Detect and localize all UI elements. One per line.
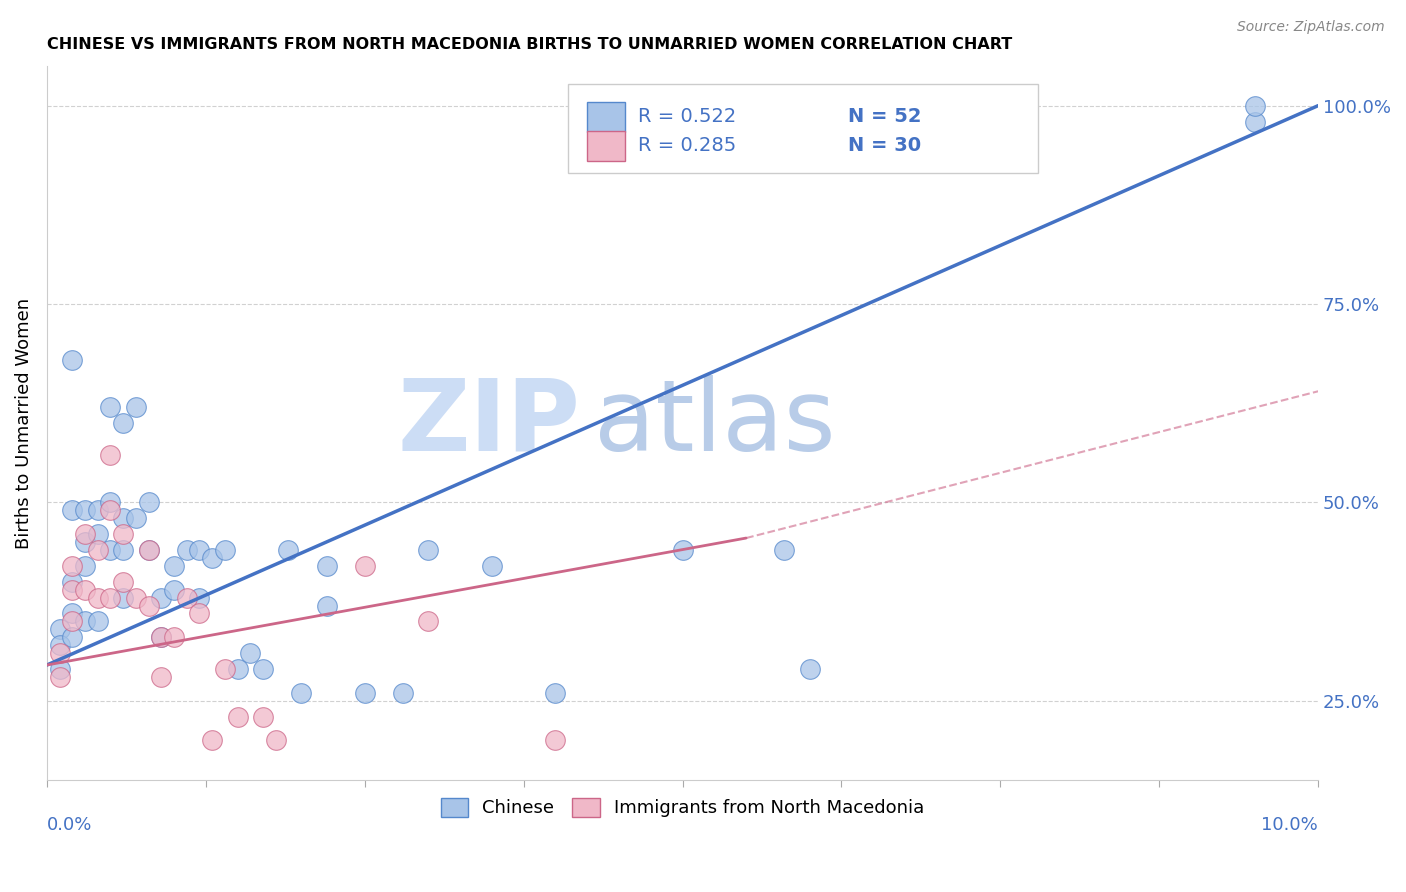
Point (201, 733, 224, 747)
Point (112, 543, 135, 558)
Point (112, 574, 135, 589)
Point (60, 558, 83, 573)
Point (48, 638, 70, 652)
Point (176, 543, 198, 558)
Point (1243, 98, 1265, 112)
Text: 10.0%: 10.0% (1261, 816, 1319, 834)
Point (773, 543, 796, 558)
Point (60, 615, 83, 629)
Text: ZIP: ZIP (398, 375, 581, 472)
Bar (588, 131, 626, 161)
Point (799, 662, 821, 676)
Point (138, 495, 160, 509)
Point (60, 574, 83, 589)
Point (138, 543, 160, 558)
Point (48, 646, 70, 660)
Point (290, 686, 312, 700)
Point (188, 607, 211, 621)
Point (87, 543, 110, 558)
Point (226, 709, 249, 723)
Point (112, 591, 135, 605)
Point (100, 543, 122, 558)
Point (73, 527, 96, 541)
Point (150, 630, 173, 644)
Point (48, 670, 70, 684)
Point (60, 630, 83, 644)
Point (315, 599, 337, 613)
Point (73, 615, 96, 629)
Text: R = 0.522: R = 0.522 (638, 107, 737, 126)
Point (125, 400, 148, 414)
Point (150, 670, 173, 684)
Point (201, 550, 224, 565)
Point (544, 733, 567, 747)
Point (163, 630, 186, 644)
Point (100, 400, 122, 414)
Point (252, 662, 274, 676)
Point (277, 543, 299, 558)
Point (214, 543, 236, 558)
Text: R = 0.285: R = 0.285 (638, 136, 737, 155)
Point (60, 352, 83, 367)
Point (87, 615, 110, 629)
Point (392, 686, 415, 700)
Point (163, 558, 186, 573)
Point (100, 503, 122, 517)
Point (481, 558, 503, 573)
Point (353, 558, 375, 573)
Point (264, 733, 287, 747)
Point (87, 527, 110, 541)
Point (176, 591, 198, 605)
Point (138, 543, 160, 558)
Point (60, 582, 83, 597)
Text: atlas: atlas (593, 375, 835, 472)
Point (671, 543, 693, 558)
Point (48, 662, 70, 676)
Point (226, 662, 249, 676)
Point (100, 591, 122, 605)
Point (60, 607, 83, 621)
Point (112, 416, 135, 430)
Point (418, 543, 440, 558)
Point (100, 448, 122, 462)
Point (239, 646, 262, 660)
Point (163, 582, 186, 597)
Point (138, 599, 160, 613)
Point (73, 558, 96, 573)
Point (150, 591, 173, 605)
Point (315, 558, 337, 573)
Y-axis label: Births to Unmarried Women: Births to Unmarried Women (15, 297, 32, 549)
Point (353, 686, 375, 700)
Point (60, 503, 83, 517)
Text: N = 52: N = 52 (848, 107, 921, 126)
Point (252, 709, 274, 723)
Text: N = 30: N = 30 (848, 136, 921, 155)
Point (73, 503, 96, 517)
Point (48, 622, 70, 636)
Point (188, 543, 211, 558)
Point (125, 591, 148, 605)
Point (150, 630, 173, 644)
Point (73, 535, 96, 549)
Point (1243, 114, 1265, 128)
Point (418, 615, 440, 629)
Point (112, 511, 135, 525)
Point (544, 686, 567, 700)
Legend: Chinese, Immigrants from North Macedonia: Chinese, Immigrants from North Macedonia (433, 791, 931, 824)
FancyBboxPatch shape (568, 84, 1039, 173)
Text: 0.0%: 0.0% (46, 816, 93, 834)
Point (125, 511, 148, 525)
Point (87, 503, 110, 517)
Point (112, 527, 135, 541)
Point (188, 591, 211, 605)
Point (214, 662, 236, 676)
Point (73, 582, 96, 597)
Bar (588, 102, 626, 132)
Point (87, 591, 110, 605)
Text: CHINESE VS IMMIGRANTS FROM NORTH MACEDONIA BIRTHS TO UNMARRIED WOMEN CORRELATION: CHINESE VS IMMIGRANTS FROM NORTH MACEDON… (46, 37, 1012, 53)
Text: Source: ZipAtlas.com: Source: ZipAtlas.com (1237, 20, 1385, 34)
Point (100, 495, 122, 509)
